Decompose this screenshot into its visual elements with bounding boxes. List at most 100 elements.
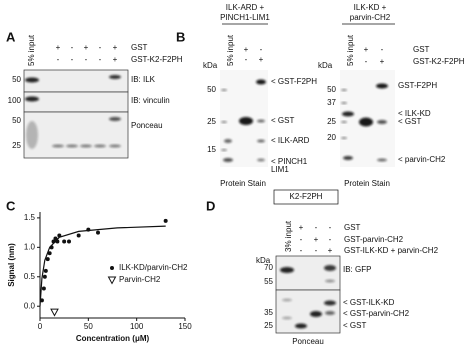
marker-label: 25: [12, 141, 21, 150]
panel-label: D: [206, 198, 215, 213]
x-axis-title: Concentration (μM): [76, 334, 150, 343]
marker-label: 50: [207, 85, 216, 94]
lane-mark: +: [84, 43, 89, 52]
marker-label: 50: [12, 116, 21, 125]
lane-mark: -: [300, 246, 303, 255]
row-label: GST-parvin-CH2: [344, 235, 404, 244]
row-label: GST-ILK-KD + parvin-CH2: [344, 246, 439, 255]
lane-mark: +: [380, 57, 385, 66]
band: [341, 102, 347, 104]
band: [94, 144, 106, 148]
row-label: GST-K2-F2PH: [413, 57, 465, 66]
band: [52, 144, 64, 148]
lane-mark: +: [299, 223, 304, 232]
band-label: < parvin-CH2: [398, 155, 446, 164]
lane-mark: +: [113, 43, 118, 52]
blot-label: IB: ILK: [131, 75, 156, 84]
legend-marker: [107, 276, 117, 285]
band: [341, 89, 347, 91]
band: [25, 77, 39, 83]
gel-header: K2-F2PH: [290, 192, 323, 201]
blot: [23, 91, 129, 113]
band: [257, 158, 265, 162]
band: [223, 158, 233, 162]
band-label: < ILK-ARD: [271, 136, 310, 145]
band-label: < GST: [343, 321, 366, 330]
lane-mark: -: [57, 55, 60, 64]
y-tick-label: 1.5: [24, 213, 36, 222]
marker-label: 100: [8, 96, 22, 105]
band: [257, 119, 265, 123]
blot-label: IB: vinculin: [131, 96, 170, 105]
panel-label: A: [6, 29, 16, 44]
band: [66, 144, 78, 148]
marker-label: 37: [327, 98, 336, 107]
band: [324, 300, 336, 306]
row-label: GST-K2-F2PH: [131, 55, 183, 64]
band: [221, 149, 227, 151]
band: [224, 139, 232, 143]
row-label: GST: [344, 223, 361, 232]
row-label: GST: [413, 45, 430, 54]
lane-label: 5% input: [226, 34, 235, 66]
point: [67, 239, 71, 244]
point: [55, 239, 60, 244]
legend-marker: [110, 266, 114, 270]
point: [47, 251, 52, 256]
band: [341, 121, 347, 123]
kda-label: kDa: [318, 61, 333, 70]
point: [96, 230, 100, 235]
lane-mark: +: [244, 45, 249, 54]
band-label: < GST-ILK-KD: [343, 298, 395, 307]
x-tick-label: 0: [38, 322, 43, 331]
stain-label: Ponceau: [292, 337, 324, 346]
y-axis-title: Signal (nm): [7, 243, 16, 287]
x-tick-label: 100: [130, 322, 144, 331]
point: [53, 236, 58, 241]
band-label: < GST-F2PH: [271, 77, 317, 86]
band: [376, 83, 388, 89]
lane-mark: +: [328, 246, 333, 255]
point: [45, 257, 50, 262]
point: [57, 233, 62, 238]
legend-label: Parvin-CH2: [119, 275, 161, 284]
lane-mark: -: [99, 43, 102, 52]
y-tick-label: 1.0: [24, 242, 36, 251]
kda-label: kDa: [256, 256, 271, 265]
band-label: < GST: [271, 116, 294, 125]
gel-header: ILK-KD +: [354, 3, 387, 12]
blot-label: IB: GFP: [343, 265, 371, 274]
lane-mark: -: [315, 246, 318, 255]
marker-label: 50: [327, 85, 336, 94]
band: [25, 96, 39, 102]
band: [109, 144, 121, 148]
lane-mark: -: [315, 223, 318, 232]
band: [221, 121, 227, 123]
band: [282, 316, 292, 320]
row-label: GST: [131, 43, 148, 52]
band: [80, 144, 92, 148]
marker-label: 50: [12, 75, 21, 84]
panel-label: B: [176, 29, 185, 44]
gel-header: PINCH1-LIM1: [220, 13, 270, 22]
lane-mark: +: [56, 43, 61, 52]
marker-label: 70: [264, 263, 273, 272]
band-label: < GST-parvin-CH2: [343, 309, 410, 318]
point: [49, 245, 54, 250]
band-label: GST-F2PH: [398, 81, 437, 90]
band: [26, 121, 38, 149]
marker-label: 35: [264, 308, 273, 317]
lane-mark: -: [71, 43, 74, 52]
marker-label: 25: [264, 321, 273, 330]
lane-mark: -: [71, 55, 74, 64]
x-tick-label: 150: [178, 322, 192, 331]
lane-mark: +: [113, 55, 118, 64]
blot: [275, 255, 341, 291]
lane-label: 5% input: [346, 34, 355, 66]
band: [295, 323, 307, 329]
point: [50, 308, 59, 317]
point: [62, 239, 67, 244]
band: [342, 111, 354, 117]
band: [377, 158, 387, 162]
